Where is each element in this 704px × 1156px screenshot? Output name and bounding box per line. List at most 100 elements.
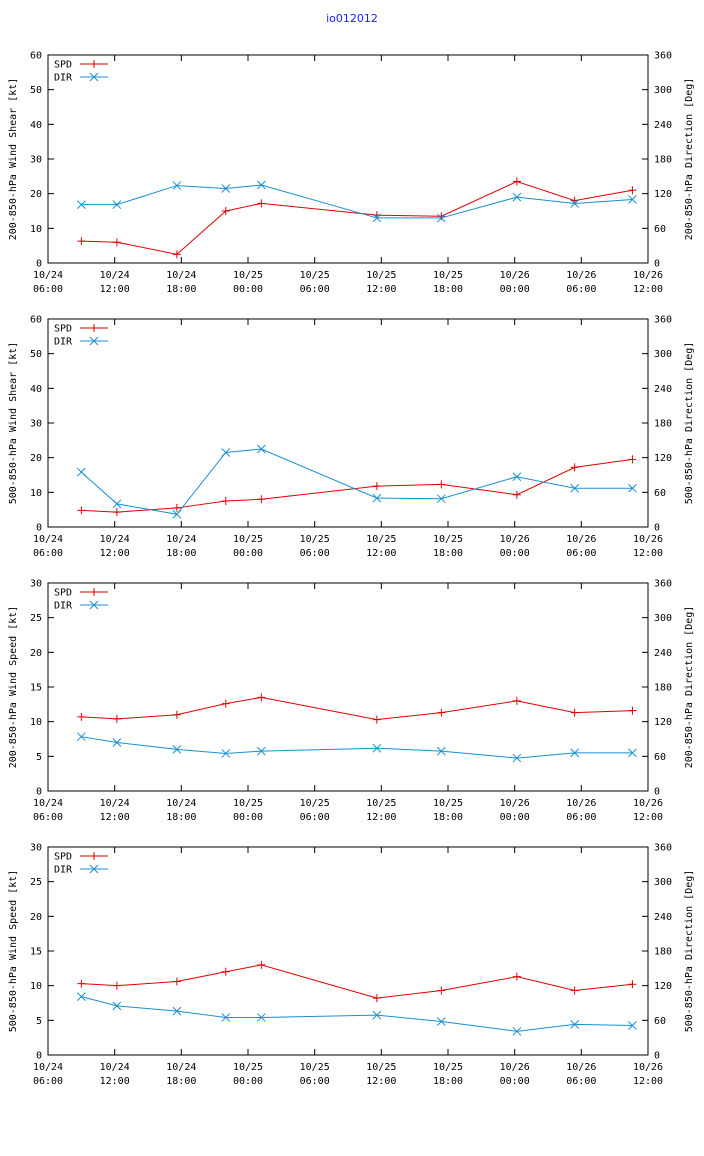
data-point-spd [221,207,230,215]
x-tick-label-time: 18:00 [433,548,463,559]
plot-frame [47,582,649,792]
data-point-spd [437,986,446,995]
x-tick-label-time: 06:00 [566,1076,596,1087]
x-tick-label-date: 10/26 [633,1062,663,1073]
y2-tick-label: 60 [654,224,666,235]
y-tick-label: 5 [36,1016,42,1027]
y2-tick-label: 180 [654,155,672,166]
data-point-dir [436,746,446,756]
series-line-spd [81,696,633,721]
chart-panel-3: 05101520253006012018024030036010/2406:00… [8,579,695,824]
x-tick-label-date: 10/25 [366,270,396,281]
x-tick-label-date: 10/26 [500,1062,530,1073]
y2-tick-label: 300 [654,85,672,96]
data-point-spd [437,212,446,221]
data-point-dir [628,195,637,204]
data-point-dir [512,753,522,763]
series-line-dir [81,184,633,219]
y2-axis-title: 500-850-hPa Direction [Deg] [684,342,695,505]
data-point-dir [372,493,382,503]
y-tick-label: 0 [36,787,42,798]
x-tick-label-date: 10/24 [100,798,130,809]
plot-frame [47,318,649,528]
y-tick-label: 20 [30,648,42,659]
y2-tick-label: 60 [654,488,666,499]
x-tick-label-date: 10/25 [300,534,330,545]
data-point-spd [257,495,266,504]
y2-tick-label: 60 [654,1016,666,1027]
legend-marker-dir [89,864,99,874]
x-tick-label-date: 10/24 [33,534,63,545]
data-point-dir [436,213,446,223]
x-tick-label-time: 06:00 [566,548,596,559]
y-tick-label: 10 [30,981,42,992]
legend-marker-spd [90,852,98,860]
data-point-spd [628,455,637,464]
data-point-dir [372,1010,382,1020]
x-tick-label-time: 12:00 [633,284,663,295]
y2-axis-title: 200-850-hPa Direction [Deg] [684,606,695,769]
x-tick-label-date: 10/26 [633,534,663,545]
x-tick-label-date: 10/25 [300,1062,330,1073]
data-point-spd [112,238,121,247]
data-point-spd [512,177,521,186]
x-tick-label-time: 18:00 [433,284,463,295]
data-point-spd [221,699,230,708]
y-tick-label: 20 [30,453,42,464]
y-tick-label: 25 [30,877,42,888]
y-tick-label: 15 [30,947,42,958]
y2-tick-label: 60 [654,752,666,763]
legend-marker-dir [89,600,99,610]
y2-tick-label: 360 [654,315,672,326]
y2-tick-label: 0 [654,1051,660,1062]
x-tick-label-time: 06:00 [300,548,330,559]
x-tick-label-date: 10/24 [33,270,63,281]
x-tick-label-date: 10/25 [233,534,263,545]
x-tick-label-time: 00:00 [500,284,530,295]
x-tick-label-date: 10/24 [166,534,196,545]
data-point-spd [372,994,381,1003]
legend-label-dir: DIR [54,865,73,876]
x-tick-label-time: 06:00 [300,1076,330,1087]
y2-tick-label: 180 [654,419,672,430]
y-tick-label: 20 [30,189,42,200]
y-tick-label: 5 [36,752,42,763]
series-line-dir [81,448,633,515]
data-point-dir [76,467,86,477]
plot-frame [47,54,649,264]
data-point-spd [77,506,86,515]
data-point-spd [512,490,521,499]
data-point-dir [172,1006,182,1016]
x-tick-label-time: 18:00 [166,284,196,295]
x-tick-label-time: 00:00 [500,812,530,823]
data-point-spd [112,714,121,723]
x-tick-label-date: 10/25 [433,270,463,281]
x-tick-label-date: 10/24 [100,534,130,545]
series-line-dir [81,736,633,759]
data-point-spd [372,715,381,724]
x-tick-label-date: 10/26 [566,798,596,809]
data-point-dir [112,738,122,747]
data-point-dir [256,444,266,454]
x-tick-label-time: 00:00 [233,812,263,823]
data-point-dir [221,448,231,457]
data-point-spd [172,977,181,986]
x-tick-label-time: 12:00 [100,812,130,823]
data-point-spd [628,186,637,195]
legend-label-spd: SPD [54,852,72,863]
y2-tick-label: 120 [654,981,672,992]
data-point-dir [112,499,122,509]
series-line-dir [81,996,633,1032]
x-tick-label-date: 10/26 [566,270,596,281]
y2-tick-label: 0 [654,523,660,534]
y2-tick-label: 240 [654,648,672,659]
legend-marker-dir [89,72,99,82]
y-tick-label: 15 [30,683,42,694]
data-point-spd [570,986,579,995]
y-axis-title: 500-850-hPa Wind Speed [kt] [8,870,19,1033]
y2-tick-label: 120 [654,189,672,200]
y2-tick-label: 120 [654,717,672,728]
data-point-dir [570,483,580,493]
data-point-dir [436,494,446,504]
